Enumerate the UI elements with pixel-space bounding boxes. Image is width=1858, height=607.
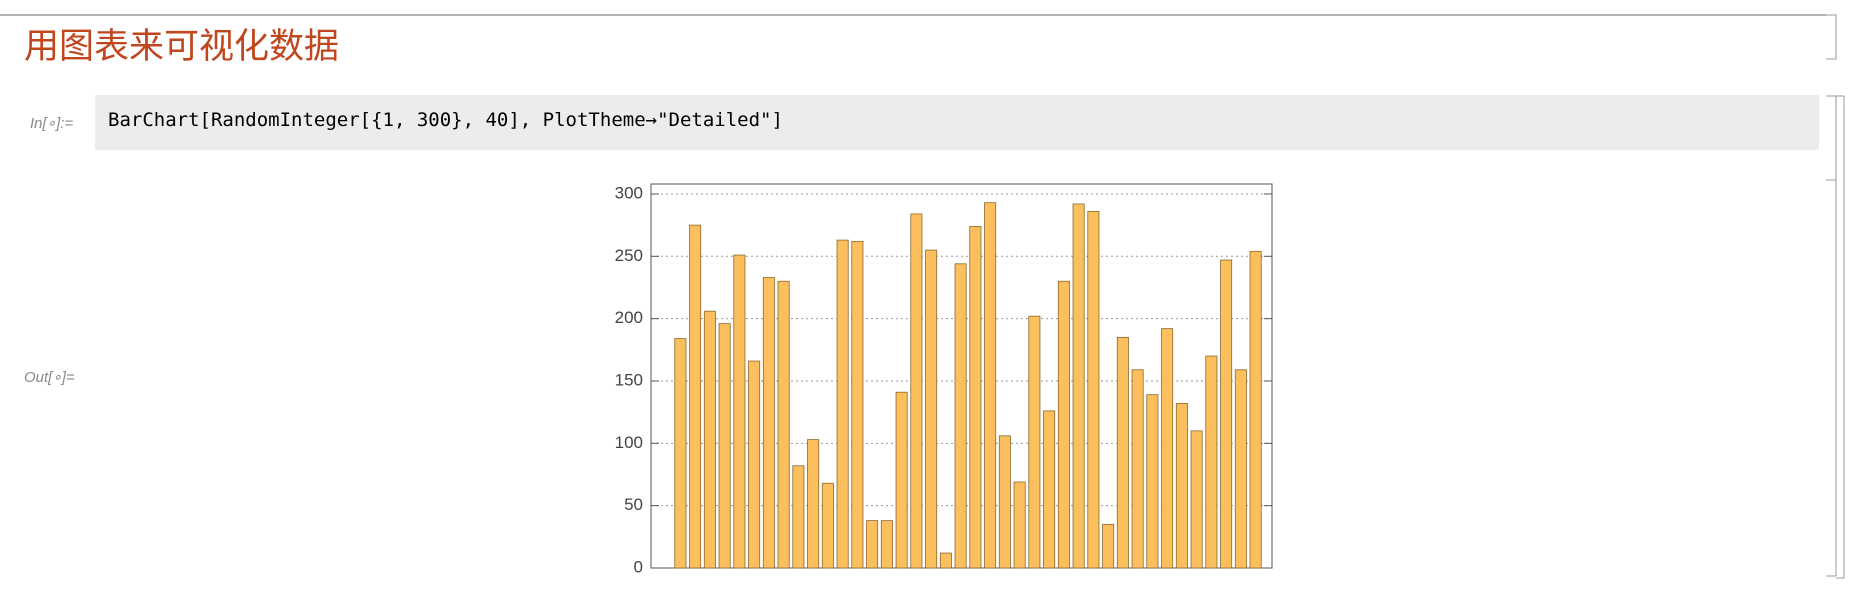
bar	[998, 435, 1011, 569]
bar	[1146, 394, 1159, 569]
bar	[1205, 355, 1218, 569]
bar	[1043, 410, 1056, 569]
bar	[1057, 280, 1070, 569]
y-tick-label: 0	[634, 557, 643, 576]
bar	[1175, 403, 1188, 569]
bar	[674, 338, 687, 569]
bar	[748, 360, 761, 569]
bar	[1116, 336, 1129, 569]
bar	[1087, 211, 1100, 569]
y-tick-label: 250	[615, 246, 643, 265]
output-label: Out[∘]=	[24, 369, 75, 386]
bar	[910, 213, 923, 569]
input-label: In[∘]:=	[30, 115, 74, 132]
chart: 0 50 100 150 200 250 300	[615, 183, 1273, 576]
y-tick-label: 200	[615, 308, 643, 327]
notebook-title: 用图表来可视化数据	[24, 27, 340, 66]
y-tick-label: 100	[615, 433, 643, 452]
y-tick-label: 150	[615, 370, 643, 389]
input-code[interactable]: BarChart[RandomInteger[{1, 300}, 40], Pl…	[108, 109, 783, 131]
bar	[718, 323, 731, 569]
bar	[866, 520, 879, 569]
bar	[1249, 250, 1262, 569]
bar	[807, 439, 820, 569]
bar	[851, 240, 864, 569]
bar	[1013, 481, 1026, 569]
bar	[1028, 315, 1041, 569]
bar	[880, 520, 893, 569]
bar	[762, 277, 775, 569]
bar	[703, 310, 716, 569]
bar	[733, 254, 746, 569]
bar	[954, 263, 967, 569]
bar	[1072, 203, 1085, 569]
bar	[689, 224, 702, 569]
bar	[1161, 328, 1174, 569]
bar	[1102, 523, 1115, 569]
bar	[1190, 430, 1203, 569]
bar	[939, 552, 952, 569]
bar	[792, 465, 805, 569]
bar	[1220, 259, 1233, 569]
y-tick-label: 300	[615, 183, 643, 202]
input-cell[interactable]	[95, 95, 1819, 150]
bar	[836, 239, 849, 569]
bar	[984, 202, 997, 569]
bar	[925, 249, 938, 569]
bar	[1131, 369, 1144, 569]
bar	[777, 280, 790, 569]
bar	[969, 225, 982, 569]
bar	[821, 482, 834, 569]
bar	[895, 391, 908, 569]
y-tick-label: 50	[624, 495, 643, 514]
bar	[1234, 369, 1247, 569]
